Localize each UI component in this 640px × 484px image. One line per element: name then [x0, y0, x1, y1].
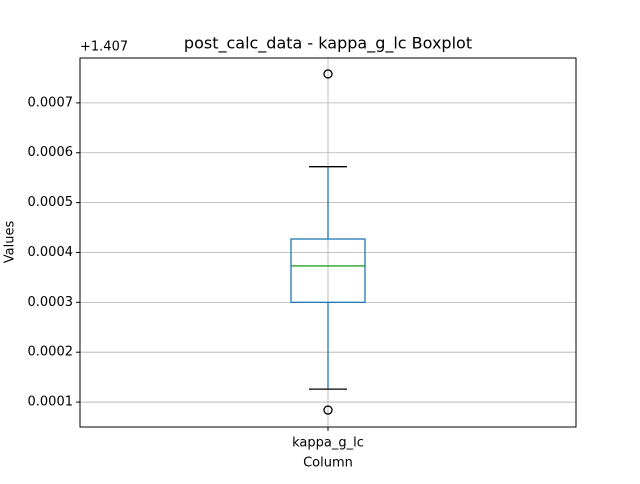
y-tick-label: 0.0007 — [28, 95, 74, 110]
y-tick-label: 0.0001 — [28, 395, 74, 410]
flier — [323, 405, 333, 415]
y-tick-label: 0.0002 — [28, 345, 74, 360]
y-tick-label: 0.0005 — [28, 195, 74, 210]
x-axis-label: Column — [303, 456, 353, 471]
y-tick-label: 0.0004 — [28, 245, 74, 260]
offset-text: +1.407 — [80, 40, 128, 55]
box — [290, 238, 366, 303]
chart-title: post_calc_data - kappa_g_lc Boxplot — [184, 34, 472, 54]
x-tick-label: kappa_g_lc — [292, 436, 364, 451]
y-tick-label: 0.0003 — [28, 295, 74, 310]
y-axis-label: Values — [3, 221, 18, 264]
flier — [323, 69, 333, 79]
plot-frame — [79, 57, 577, 428]
y-tick-label: 0.0006 — [28, 145, 74, 160]
